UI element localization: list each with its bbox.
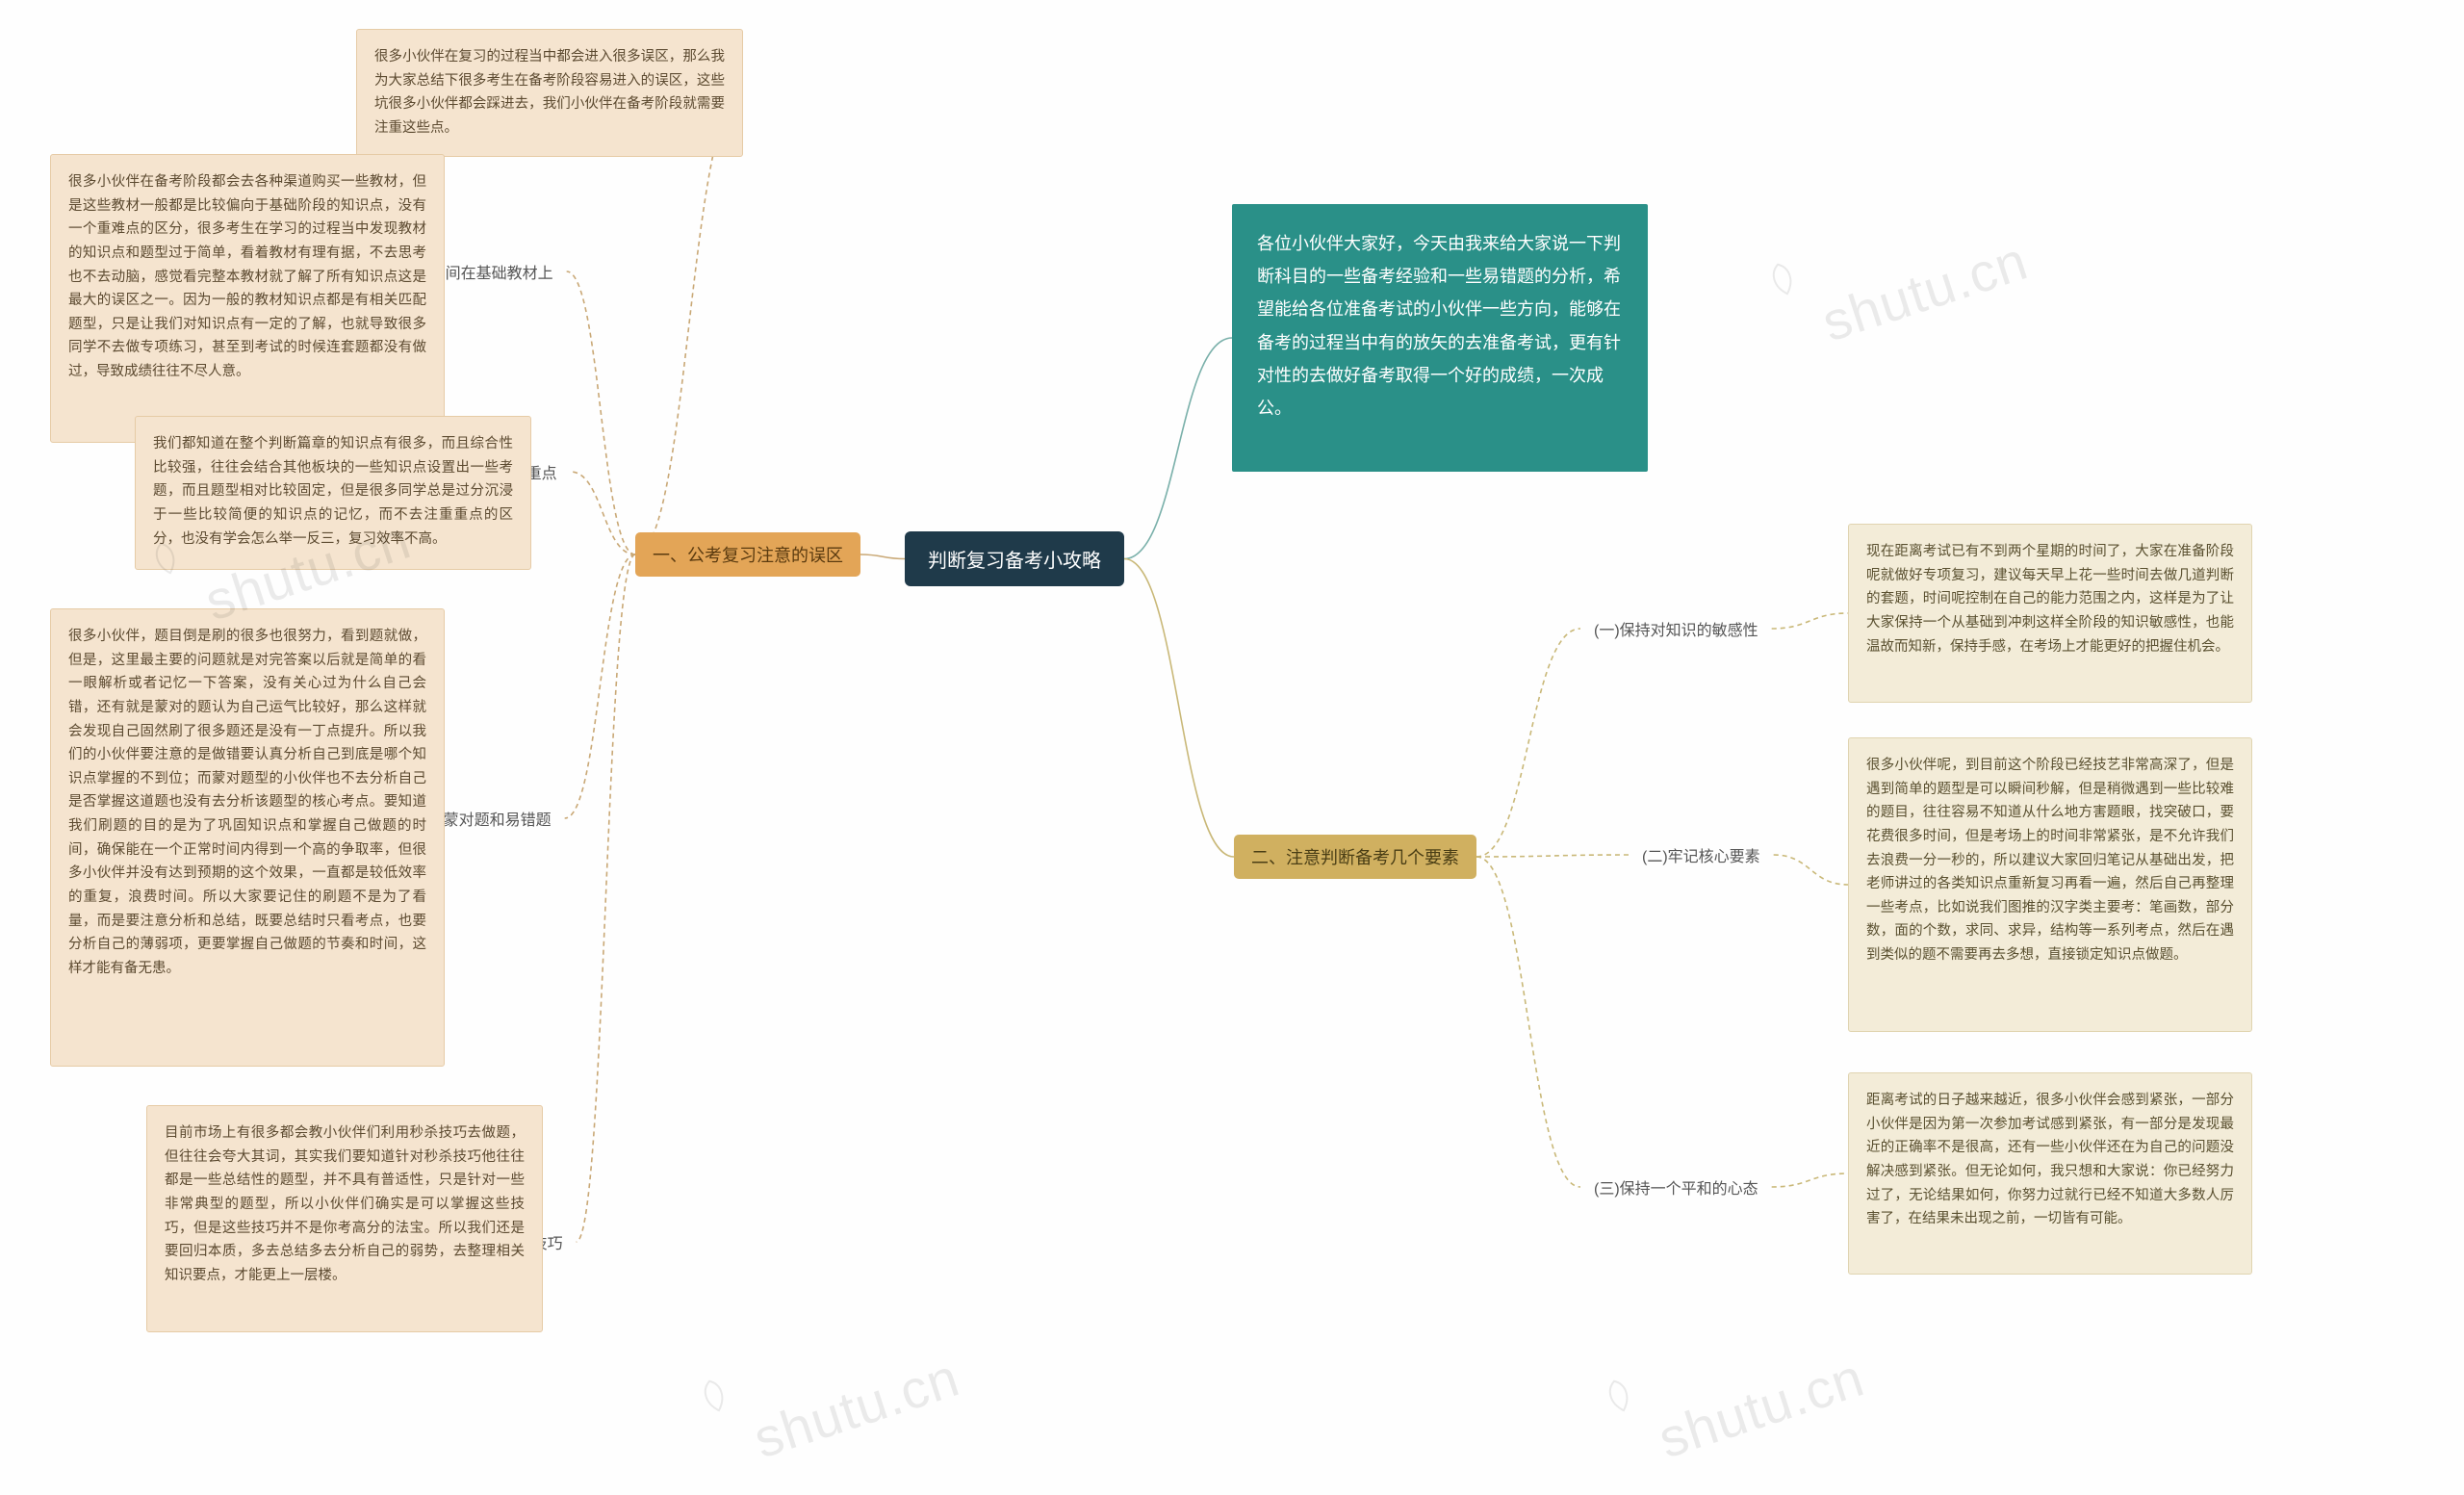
branch-1-sub-3-leaf: 很多小伙伴，题目倒是刷的很多也很努力，看到题就做，但是，这里最主要的问题就是对完… (50, 608, 445, 1067)
root-node: 判断复习备考小攻略 (905, 531, 1124, 586)
branch-2: 二、注意判断备考几个要素 (1234, 835, 1476, 879)
branch-2-sub-1-label: (一)保持对知识的敏感性 (1580, 611, 1772, 646)
branch-2-sub-2-leaf: 很多小伙伴呢，到目前这个阶段已经技艺非常高深了，但是遇到简单的题型是可以瞬间秒解… (1848, 737, 2252, 1032)
watermark: shutu.cn (746, 1346, 966, 1471)
branch-1-intro-leaf: 很多小伙伴在复习的过程当中都会进入很多误区，那么我为大家总结下很多考生在备考阶段… (356, 29, 743, 157)
branch-2-sub-2-label: (二)牢记核心要素 (1629, 838, 1774, 872)
watermark: shutu.cn (1651, 1346, 1871, 1471)
watermark: shutu.cn (1814, 229, 2035, 354)
intro-box: 各位小伙伴大家好，今天由我来给大家说一下判断科目的一些备考经验和一些易错题的分析… (1232, 204, 1648, 472)
watermark-logo (1595, 1372, 1643, 1420)
branch-2-sub-1-leaf: 现在距离考试已有不到两个星期的时间了，大家在准备阶段呢就做好专项复习，建议每天早… (1848, 524, 2252, 703)
branch-1-sub-1-leaf: 很多小伙伴在备考阶段都会去各种渠道购买一些教材，但是这些教材一般都是比较偏向于基… (50, 154, 445, 443)
branch-1-sub-2-leaf: 我们都知道在整个判断篇章的知识点有很多，而且综合性比较强，往往会结合其他板块的一… (135, 416, 531, 570)
watermark-logo (690, 1372, 738, 1420)
branch-1: 一、公考复习注意的误区 (635, 532, 860, 577)
branch-2-sub-3-leaf: 距离考试的日子越来越近，很多小伙伴会感到紧张，一部分小伙伴是因为第一次参加考试感… (1848, 1072, 2252, 1275)
watermark-logo (1758, 255, 1807, 303)
branch-2-sub-3-label: (三)保持一个平和的心态 (1580, 1170, 1772, 1204)
branch-1-sub-4-leaf: 目前市场上有很多都会教小伙伴们利用秒杀技巧去做题，但往往会夸大其词，其实我们要知… (146, 1105, 543, 1332)
